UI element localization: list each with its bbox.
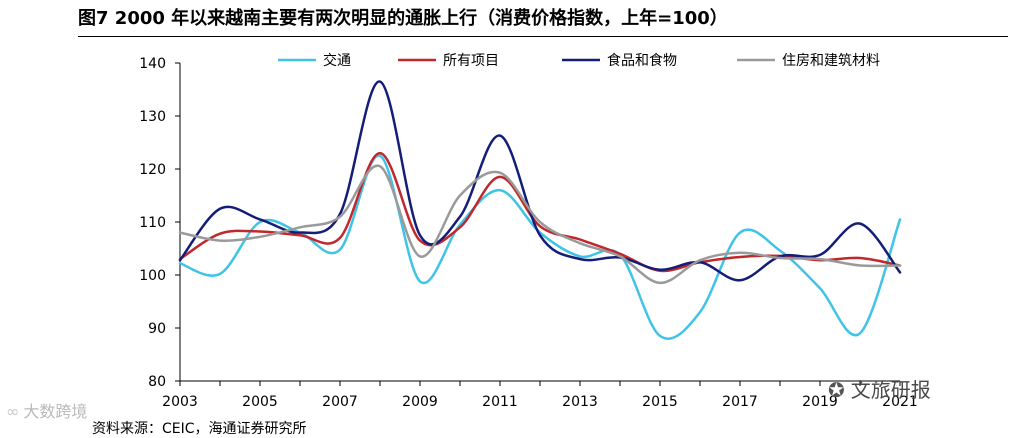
y-tick-label-0: 80 xyxy=(148,374,166,390)
y-tick-label-6: 140 xyxy=(139,56,166,72)
x-tick-label-2007: 2007 xyxy=(322,394,358,410)
source-note: 资料来源：CEIC，海通证券研究所 xyxy=(92,421,307,437)
series-line-3 xyxy=(178,164,902,285)
legend-label-1: 所有项目 xyxy=(443,53,499,69)
legend-label-3: 住房和建筑材料 xyxy=(782,53,880,69)
watermark-left-icon: ∞ xyxy=(6,402,20,421)
wechat-icon: ✪ xyxy=(828,378,845,402)
y-tick-label-4: 120 xyxy=(139,162,166,178)
x-tick-label-2019: 2019 xyxy=(802,394,838,410)
x-tick-label-2003: 2003 xyxy=(162,394,198,410)
x-tick-label-2015: 2015 xyxy=(642,394,678,410)
y-tick-label-2: 100 xyxy=(139,268,166,284)
series-line-1 xyxy=(178,151,902,273)
watermark-right-text: 文旅研报 xyxy=(850,378,931,402)
series-line-0 xyxy=(178,154,902,340)
series-line-2 xyxy=(178,80,902,282)
figure-title: 图7 2000 年以来越南主要有两次明显的通胀上行（消费价格指数，上年=100） xyxy=(78,4,1008,34)
x-tick-label-2017: 2017 xyxy=(722,394,758,410)
legend-label-2: 食品和食物 xyxy=(607,52,677,69)
x-tick-label-2011: 2011 xyxy=(482,394,518,410)
title-rule xyxy=(78,36,1008,37)
watermark-right: ✪ 文旅研报 xyxy=(828,374,931,403)
legend-label-0: 交通 xyxy=(323,52,351,69)
watermark-left-text: 大数跨境 xyxy=(23,402,88,421)
x-tick-label-2005: 2005 xyxy=(242,394,278,410)
x-tick-label-2009: 2009 xyxy=(402,394,438,410)
x-tick-label-2013: 2013 xyxy=(562,394,598,410)
watermark-left: ∞ 大数跨境 xyxy=(6,398,87,422)
y-tick-label-3: 110 xyxy=(139,215,166,231)
y-tick-label-5: 130 xyxy=(139,109,166,125)
figure-title-text: 图7 2000 年以来越南主要有两次明显的通胀上行（消费价格指数，上年=100） xyxy=(78,8,728,29)
y-tick-label-1: 90 xyxy=(148,321,166,337)
x-tick-label-2021: 2021 xyxy=(882,394,918,410)
